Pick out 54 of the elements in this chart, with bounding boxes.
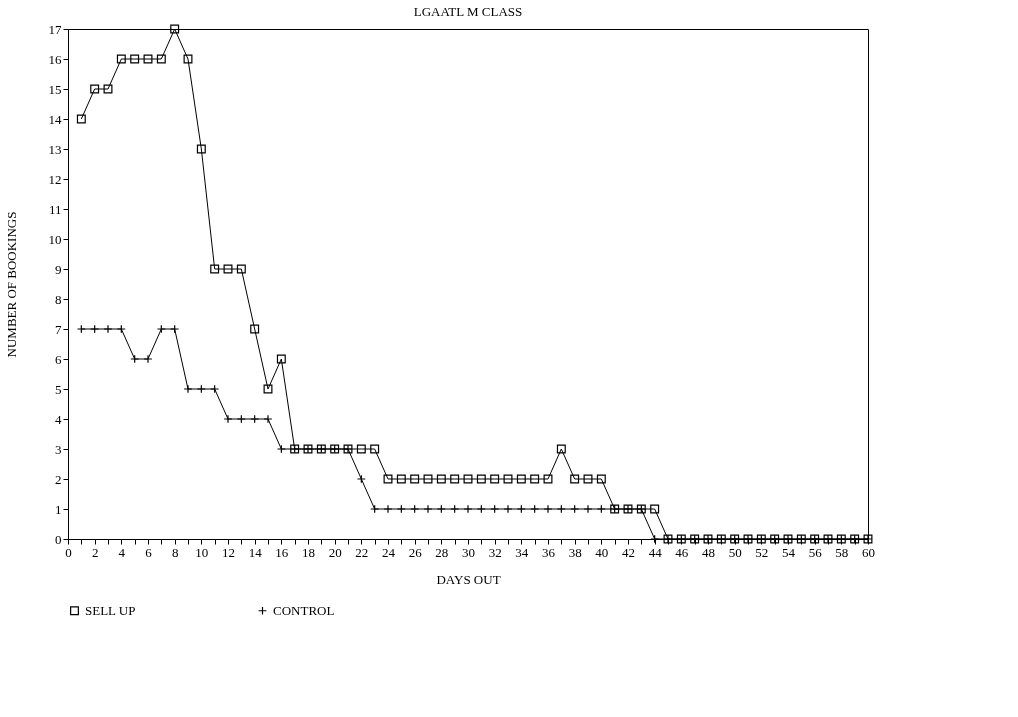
x-tick-label: 30 — [462, 544, 475, 560]
x-tick-label: 2 — [91, 544, 99, 560]
x-tick-label: 16 — [275, 544, 289, 560]
y-tick-label: 15 — [48, 81, 62, 97]
y-tick-label: 8 — [55, 291, 62, 307]
y-tick-label: 12 — [48, 171, 62, 187]
x-tick-label: 52 — [755, 544, 769, 560]
x-tick-label: 36 — [542, 544, 556, 560]
y-axis-title: NUMBER OF BOOKINGS — [3, 211, 19, 358]
x-tick-label: 22 — [355, 544, 369, 560]
x-tick-label: 28 — [435, 544, 449, 560]
y-tick-label: 13 — [48, 141, 62, 157]
y-tick-label: 16 — [48, 51, 62, 67]
y-tick-label: 14 — [48, 111, 62, 127]
x-tick-label: 46 — [675, 544, 689, 560]
legend-label: CONTROL — [273, 602, 335, 618]
x-tick-label: 6 — [145, 544, 153, 560]
x-tick-label: 54 — [782, 544, 796, 560]
x-tick-label: 56 — [808, 544, 823, 560]
x-tick-label: 12 — [222, 544, 235, 560]
y-tick-label: 0 — [55, 531, 62, 547]
y-tick-label: 7 — [55, 321, 62, 337]
x-tick-label: 14 — [248, 544, 263, 560]
x-tick-label: 8 — [171, 544, 179, 560]
x-tick-label: 42 — [622, 544, 635, 560]
y-tick-label: 17 — [48, 21, 62, 37]
x-tick-label: 40 — [595, 544, 609, 560]
y-tick-label: 5 — [55, 381, 62, 397]
y-tick-label: 4 — [55, 411, 62, 427]
y-tick-label: 11 — [48, 201, 62, 217]
y-tick-label: 6 — [55, 351, 62, 367]
x-tick-label: 60 — [862, 544, 875, 560]
x-tick-label: 10 — [195, 544, 209, 560]
x-tick-label: 48 — [702, 544, 715, 560]
y-tick-label: 2 — [55, 471, 62, 487]
x-axis-title: DAYS OUT — [436, 571, 501, 587]
chart-title: LGAATL M CLASS — [413, 3, 523, 19]
x-tick-label: 50 — [728, 544, 742, 560]
x-tick-label: 0 — [65, 544, 72, 560]
legend-label: SELL UP — [85, 602, 136, 618]
x-tick-label: 24 — [382, 544, 396, 560]
y-tick-label: 1 — [55, 501, 62, 517]
x-tick-label: 44 — [648, 544, 663, 560]
x-tick-label: 18 — [302, 544, 315, 560]
x-tick-label: 58 — [835, 544, 849, 560]
x-tick-label: 32 — [488, 544, 502, 560]
x-tick-label: 38 — [568, 544, 582, 560]
x-tick-label: 34 — [515, 544, 529, 560]
y-tick-label: 10 — [48, 231, 62, 247]
y-tick-label: 9 — [55, 261, 62, 277]
x-tick-label: 4 — [118, 544, 126, 560]
x-tick-label: 26 — [408, 544, 423, 560]
x-tick-label: 20 — [328, 544, 342, 560]
y-tick-label: 3 — [55, 441, 62, 457]
